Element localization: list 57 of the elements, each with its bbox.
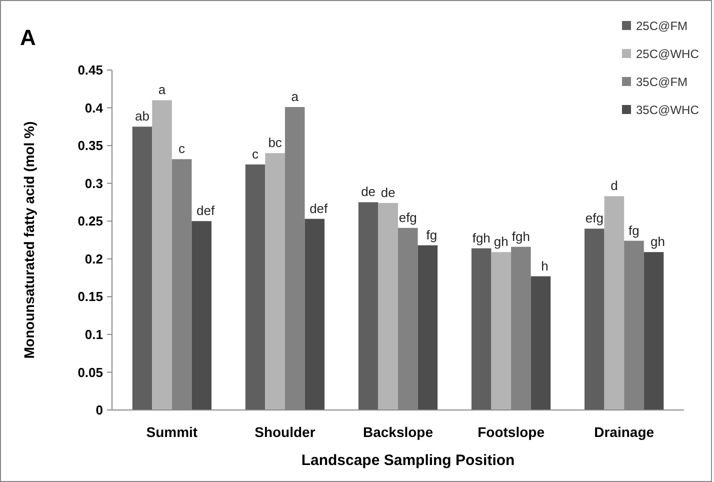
data-label: gh (494, 234, 508, 250)
legend-label: 35C@WHC (636, 103, 700, 118)
bar (644, 252, 664, 410)
bar (584, 228, 604, 410)
legend-label: 25C@WHC (636, 47, 700, 62)
y-tick-label: 0.1 (84, 326, 103, 342)
y-tick-label: 0.25 (78, 214, 103, 229)
data-label: c (252, 146, 260, 162)
chart-title: A (20, 25, 36, 50)
bar (304, 218, 325, 410)
bar (530, 276, 551, 410)
data-label: a (158, 82, 166, 98)
data-label: h (541, 258, 548, 274)
y-tick-label: 0.45 (78, 62, 103, 78)
y-tick-label: 0.4 (84, 100, 104, 116)
legend-label: 25C@FM (636, 19, 688, 34)
bar (418, 245, 438, 410)
x-tick-label: Drainage (594, 424, 654, 440)
data-label: fgh (472, 230, 490, 246)
x-tick-label: Backslope (362, 424, 434, 440)
y-tick-label: 0.3 (84, 176, 103, 191)
data-label: fgh (512, 228, 530, 244)
y-axis-title: Monounsaturated fatty acid (mol %) (21, 121, 37, 359)
y-tick-label: 0.05 (78, 364, 103, 380)
bar (491, 252, 512, 410)
data-label: fg (426, 227, 438, 242)
y-tick-label: 0.15 (78, 289, 103, 304)
y-tick-label: 0 (96, 402, 103, 418)
data-label: fg (628, 222, 640, 238)
bar (192, 221, 212, 410)
data-label: gh (650, 234, 665, 250)
data-label: d (610, 178, 618, 194)
y-tick-label: 0.2 (84, 251, 103, 266)
data-label: efg (585, 210, 604, 226)
bar (245, 164, 266, 410)
bar (358, 202, 378, 410)
data-label: de (380, 184, 396, 200)
x-axis-title: Landscape Sampling Position (301, 452, 515, 469)
x-tick-label: Shoulder (254, 424, 316, 440)
bar (378, 202, 398, 410)
bar (265, 153, 285, 410)
data-label: de (361, 184, 376, 200)
data-label: def (196, 203, 216, 218)
data-label: a (291, 89, 300, 104)
data-label: c (178, 141, 186, 156)
bar (132, 126, 152, 410)
bar (152, 100, 172, 410)
data-label: efg (398, 210, 417, 225)
data-label: bc (268, 135, 282, 150)
legend-label: 35C@FM (636, 75, 688, 90)
y-tick-label: 0.35 (78, 138, 103, 154)
bar (471, 248, 492, 410)
data-label: def (310, 200, 328, 216)
bar (604, 196, 624, 410)
x-tick-label: Summit (146, 424, 198, 440)
x-tick-label: Footslope (478, 424, 545, 440)
data-label: ab (135, 108, 150, 124)
